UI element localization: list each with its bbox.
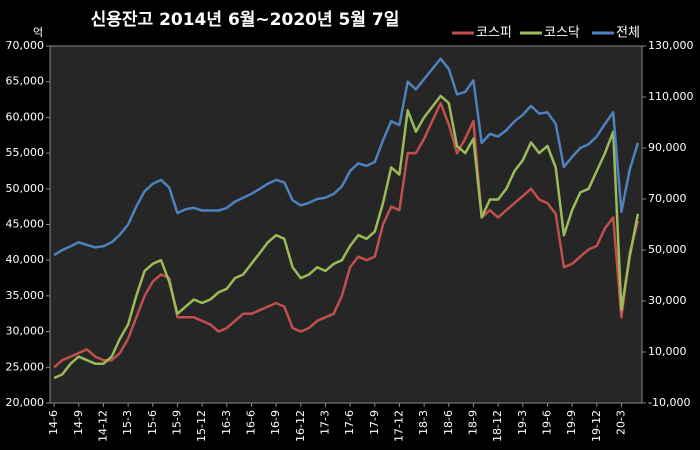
x-tick-label: 19-6 — [540, 410, 553, 435]
x-tick-label: 14-12 — [96, 410, 109, 442]
x-tick-label: 18-9 — [466, 410, 479, 435]
y2-tick-label: 90,000 — [648, 141, 687, 154]
y2-tick-label: 10,000 — [648, 345, 687, 358]
y-tick-label: 30,000 — [6, 325, 45, 338]
y-tick-label: 70,000 — [6, 39, 45, 52]
y-tick-label: 65,000 — [6, 75, 45, 88]
y2-tick-label: 130,000 — [648, 39, 694, 52]
x-tick-label: 15-9 — [170, 410, 183, 435]
x-tick-label: 18-12 — [491, 410, 504, 442]
x-tick-label: 19-9 — [565, 410, 578, 435]
x-tick-label: 18-6 — [442, 410, 455, 435]
y2-tick-label: -10,000 — [648, 396, 690, 409]
x-tick-label: 17-6 — [343, 410, 356, 435]
series-line — [53, 94, 640, 380]
y2-tick-label: 70,000 — [648, 192, 687, 205]
y2-tick-label: 110,000 — [648, 90, 694, 103]
y2-tick-label: 50,000 — [648, 243, 687, 256]
y-tick-label: 50,000 — [6, 182, 45, 195]
x-tick-label: 16-6 — [244, 410, 257, 435]
y-unit: 억 — [33, 26, 43, 39]
x-tick-label: 19-12 — [590, 410, 603, 442]
legend-label: 코스피 — [476, 26, 512, 41]
x-tick-label: 17-3 — [318, 410, 331, 435]
y-tick-label: 40,000 — [6, 253, 45, 266]
y-tick-label: 55,000 — [6, 146, 45, 159]
x-tick-label: 14-6 — [47, 410, 60, 435]
x-tick-label: 16-9 — [269, 410, 282, 435]
y-tick-label: 35,000 — [6, 289, 45, 302]
x-tick-label: 17-9 — [368, 410, 381, 435]
y-tick-label: 20,000 — [6, 396, 45, 409]
y-tick-label: 60,000 — [6, 110, 45, 123]
y-tick-label: 45,000 — [6, 218, 45, 231]
series-line — [53, 57, 640, 257]
x-tick-label: 15-6 — [146, 410, 159, 435]
legend-label: 전체 — [616, 26, 640, 41]
y-tick-label: 25,000 — [6, 360, 45, 373]
x-tick-label: 17-12 — [392, 410, 405, 442]
chart-title: 신용잔고 2014년 6월~2020년 5월 7일 — [91, 10, 400, 30]
x-tick-label: 16-3 — [220, 410, 233, 435]
legend-label: 코스닥 — [544, 26, 580, 41]
series-line — [53, 101, 640, 369]
x-tick-label: 15-12 — [195, 410, 208, 442]
y2-tick-label: 30,000 — [648, 294, 687, 307]
x-tick-label: 18-3 — [417, 410, 430, 435]
x-tick-label: 19-3 — [516, 410, 529, 435]
x-tick-label: 14-9 — [72, 410, 85, 435]
x-tick-label: 16-12 — [294, 410, 307, 442]
x-tick-label: 15-3 — [121, 410, 134, 435]
plot-area — [49, 45, 643, 404]
x-tick-label: 20-3 — [614, 410, 627, 435]
